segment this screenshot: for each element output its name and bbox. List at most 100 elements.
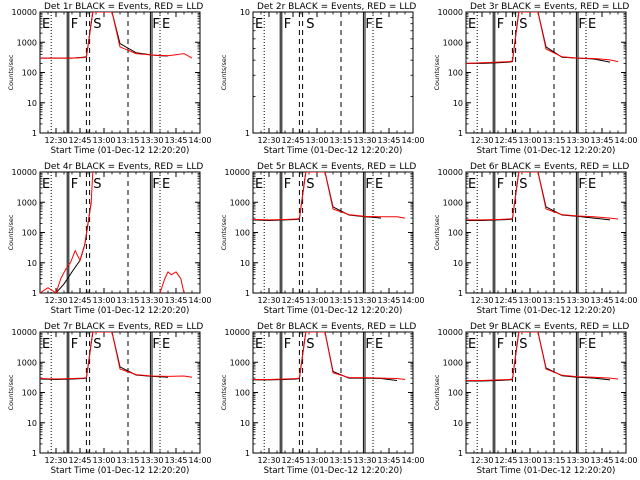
y-tick-label: 1 bbox=[245, 289, 250, 298]
x-axis-title: Start Time (01-Dec-12 12:20:20) bbox=[264, 466, 403, 476]
x-tick-label: 12:30 bbox=[470, 136, 493, 145]
x-tick-label: 13:45 bbox=[377, 136, 400, 145]
flag-label-e: E bbox=[468, 17, 476, 32]
flag-label-e: E bbox=[162, 177, 170, 192]
y-tick-label: 1000 bbox=[17, 38, 37, 47]
flag-label-e: E bbox=[588, 17, 596, 32]
flag-label-e: E bbox=[375, 17, 383, 32]
flag-label-s: S bbox=[306, 337, 314, 352]
y-tick-label: 10000 bbox=[12, 168, 37, 177]
plot-frame bbox=[39, 331, 201, 454]
y-tick-label: 1 bbox=[32, 449, 37, 458]
x-tick-label: 13:45 bbox=[377, 456, 400, 465]
x-tick-label: 14:00 bbox=[401, 136, 424, 145]
chart-panel-1: Det 1r BLACK = Events, RED = LLD 1 10 100 10… bbox=[7, 2, 212, 156]
y-tick-label: 100 bbox=[22, 389, 37, 398]
x-tick-label: 13:00 bbox=[305, 456, 328, 465]
panel-title: Det 3r BLACK = Events, RED = LLD bbox=[470, 2, 629, 12]
flag-label-s: S bbox=[519, 177, 527, 192]
x-axis-title: Start Time (01-Dec-12 12:20:20) bbox=[477, 466, 616, 476]
y-tick-label: 100 bbox=[448, 69, 463, 78]
x-tick-label: 12:45 bbox=[281, 136, 304, 145]
y-tick-label: 1 bbox=[458, 449, 463, 458]
flag-label-f: F bbox=[71, 337, 78, 352]
y-tick-label: 10 bbox=[27, 99, 37, 108]
x-tick-label: 14:00 bbox=[401, 296, 424, 305]
x-tick-label: 13:45 bbox=[377, 296, 400, 305]
y-axis-title: Counts/sec bbox=[220, 374, 228, 410]
flag-label-e: E bbox=[375, 337, 383, 352]
flag-label-f: F bbox=[578, 177, 585, 192]
x-tick-label: 12:30 bbox=[470, 296, 493, 305]
y-tick-label: 10 bbox=[240, 419, 250, 428]
flag-label-e: E bbox=[255, 17, 263, 32]
x-tick-label: 13:15 bbox=[542, 136, 565, 145]
x-tick-label: 13:45 bbox=[164, 136, 187, 145]
x-tick-label: 13:15 bbox=[116, 296, 139, 305]
y-tick-label: 10 bbox=[240, 259, 250, 268]
y-tick-label: 1 bbox=[32, 129, 37, 138]
x-axis-title: Start Time (01-Dec-12 12:20:20) bbox=[51, 466, 190, 476]
flag-label-s: S bbox=[519, 337, 527, 352]
x-tick-label: 14:00 bbox=[401, 456, 424, 465]
x-tick-label: 13:00 bbox=[92, 456, 115, 465]
y-tick-label: 100 bbox=[22, 69, 37, 78]
flag-label-f: F bbox=[578, 17, 585, 32]
x-tick-label: 13:15 bbox=[542, 296, 565, 305]
x-tick-label: 12:30 bbox=[44, 296, 67, 305]
y-tick-label: 100 bbox=[235, 389, 250, 398]
flag-label-s: S bbox=[93, 337, 101, 352]
x-tick-label: 13:15 bbox=[329, 136, 352, 145]
y-axis-title: Counts/sec bbox=[7, 54, 15, 90]
flag-label-s: S bbox=[519, 17, 527, 32]
x-tick-label: 13:30 bbox=[353, 456, 376, 465]
panel-title: Det 6r BLACK = Events, RED = LLD bbox=[470, 162, 629, 172]
x-tick-label: 12:30 bbox=[257, 136, 280, 145]
x-axis-title: Start Time (01-Dec-12 12:20:20) bbox=[51, 306, 190, 316]
flag-label-f: F bbox=[497, 177, 504, 192]
flag-label-e: E bbox=[468, 337, 476, 352]
x-tick-label: 13:45 bbox=[590, 296, 613, 305]
series-events-line bbox=[40, 12, 169, 59]
y-tick-label: 10000 bbox=[12, 328, 37, 337]
flag-label-e: E bbox=[162, 17, 170, 32]
flag-label-f: F bbox=[71, 17, 78, 32]
y-axis-title: Counts/sec bbox=[7, 374, 15, 410]
x-tick-label: 13:45 bbox=[164, 456, 187, 465]
plot-frame bbox=[465, 171, 627, 294]
plot-frame bbox=[39, 171, 201, 294]
x-tick-label: 12:45 bbox=[68, 456, 91, 465]
series-lld-line bbox=[466, 12, 619, 64]
y-tick-label: 1 bbox=[245, 449, 250, 458]
flag-label-f: F bbox=[152, 17, 159, 32]
x-tick-label: 13:30 bbox=[566, 456, 589, 465]
y-tick-label: 100 bbox=[22, 229, 37, 238]
y-tick-label: 1000 bbox=[443, 198, 463, 207]
flag-label-s: S bbox=[306, 17, 314, 32]
y-tick-label: 1 bbox=[458, 129, 463, 138]
x-tick-label: 13:15 bbox=[329, 456, 352, 465]
x-tick-label: 14:00 bbox=[614, 456, 637, 465]
x-tick-label: 13:45 bbox=[164, 296, 187, 305]
flag-label-e: E bbox=[255, 177, 263, 192]
flag-label-f: F bbox=[152, 337, 159, 352]
chart-panel-8: Det 8r BLACK = Events, RED = LLD 1 10 100 10… bbox=[220, 322, 425, 476]
flag-label-s: S bbox=[306, 177, 314, 192]
y-tick-label: 10 bbox=[240, 8, 250, 17]
x-tick-label: 12:30 bbox=[257, 296, 280, 305]
x-tick-label: 12:45 bbox=[68, 136, 91, 145]
y-tick-label: 1 bbox=[32, 289, 37, 298]
flag-label-f: F bbox=[365, 17, 372, 32]
y-tick-label: 1 bbox=[458, 289, 463, 298]
chart-panel-6: Det 6r BLACK = Events, RED = LLD 1 10 100 10… bbox=[433, 162, 638, 316]
y-tick-label: 1000 bbox=[17, 198, 37, 207]
flag-label-f: F bbox=[497, 17, 504, 32]
x-tick-label: 13:00 bbox=[305, 296, 328, 305]
panel-title: Det 4r BLACK = Events, RED = LLD bbox=[44, 162, 203, 172]
y-tick-label: 1000 bbox=[17, 358, 37, 367]
flag-label-f: F bbox=[365, 177, 372, 192]
flag-label-e: E bbox=[42, 17, 50, 32]
y-tick-label: 1000 bbox=[443, 358, 463, 367]
y-axis-title: Counts/sec bbox=[433, 374, 441, 410]
